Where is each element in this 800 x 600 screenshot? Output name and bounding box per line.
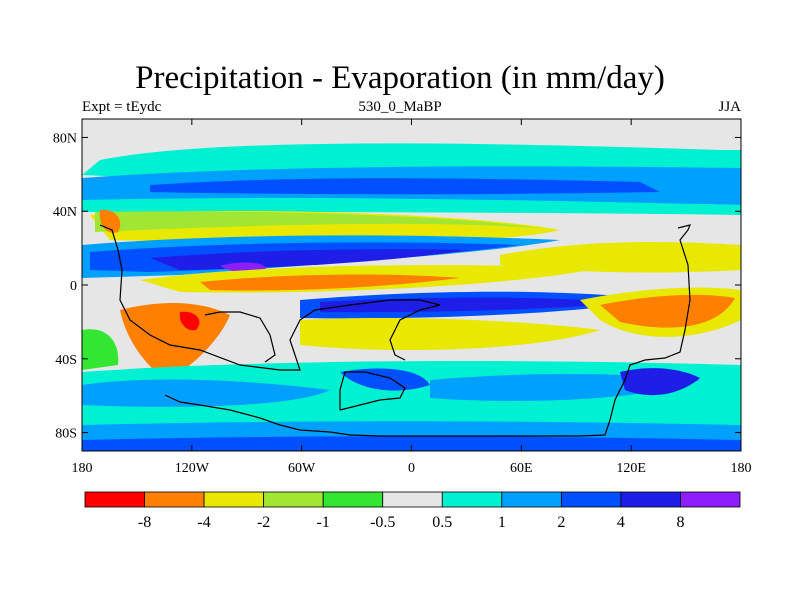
colorbar-swatch	[441, 491, 503, 508]
lon-tick-label: 180	[72, 461, 93, 476]
colorbar-swatch	[263, 491, 324, 508]
colorbar-label: -4	[197, 514, 210, 531]
south-east-dry-core	[600, 294, 735, 328]
north-cyan-band-2	[82, 197, 741, 215]
south-polar-dark	[82, 436, 741, 451]
continent-outline-south	[164, 224, 691, 437]
colorbar-swatch	[560, 491, 622, 508]
colorbar-swatch	[680, 491, 741, 508]
north-dark-band	[150, 178, 660, 195]
lon-tick-label: 120W	[175, 461, 210, 476]
colorbar-label: -8	[138, 514, 151, 531]
south-dry-belt	[300, 318, 600, 350]
lat-tick-label: 40N	[53, 205, 77, 220]
chart-title: Precipitation - Evaporation (in mm/day)	[135, 60, 665, 96]
colorbar-label: 8	[676, 514, 684, 531]
colorbar-swatch	[144, 491, 205, 508]
colorbar-label: 0.5	[432, 514, 452, 531]
colorbar-swatch	[84, 491, 145, 508]
south-blue-west	[82, 379, 330, 407]
lat-tick-label: 0	[70, 279, 77, 294]
colorbar-label: -2	[257, 514, 270, 531]
south-dark-east	[620, 368, 700, 396]
colorbar-label: -1	[317, 514, 330, 531]
colorbar-swatch	[203, 491, 265, 508]
latitude-axis: 80N 40N 0 40S 80S	[53, 131, 741, 442]
lat-tick-label: 80N	[53, 131, 77, 146]
experiment-label: Expt = tEydc	[82, 99, 162, 115]
sw-dry-region	[120, 303, 230, 380]
colorbar-label: 2	[557, 514, 565, 531]
lat-tick-label: 80S	[55, 427, 77, 442]
colorbar-swatch	[501, 491, 562, 508]
colorbar: -8 -4 -2 -1 -0.5 0.5 1 2 4 8	[84, 491, 741, 531]
equatorial-dry-core	[200, 274, 460, 291]
lon-tick-label: 60E	[510, 461, 533, 476]
colorbar-swatch	[382, 491, 443, 508]
south-wet-core	[320, 297, 630, 313]
colorbar-label: -0.5	[370, 514, 395, 531]
continent-outline-west	[99, 224, 441, 371]
east-dry-belt	[500, 242, 741, 273]
colorbar-label: 1	[498, 514, 506, 531]
lon-tick-label: 120E	[616, 461, 646, 476]
lon-tick-label: 0	[408, 461, 415, 476]
precip-evap-field	[82, 119, 741, 451]
lat-tick-label: 40S	[55, 353, 77, 368]
longitude-axis: 180 120W 60W 0 60E 120E 180	[72, 119, 752, 476]
lon-tick-label: 180	[731, 461, 752, 476]
south-dark-patch	[340, 368, 430, 391]
north-green-rim	[95, 211, 540, 232]
south-green-west	[82, 329, 119, 370]
island-outline	[339, 371, 406, 411]
season-label: JJA	[718, 99, 741, 115]
colorbar-swatch	[322, 491, 384, 508]
sw-dry-peak	[179, 311, 200, 331]
colorbar-swatch	[620, 491, 681, 508]
continent-outline-sw	[204, 311, 276, 363]
time-label: 530_0_MaBP	[358, 99, 442, 115]
colorbar-label: 4	[617, 514, 625, 531]
lon-tick-label: 60W	[288, 461, 316, 476]
